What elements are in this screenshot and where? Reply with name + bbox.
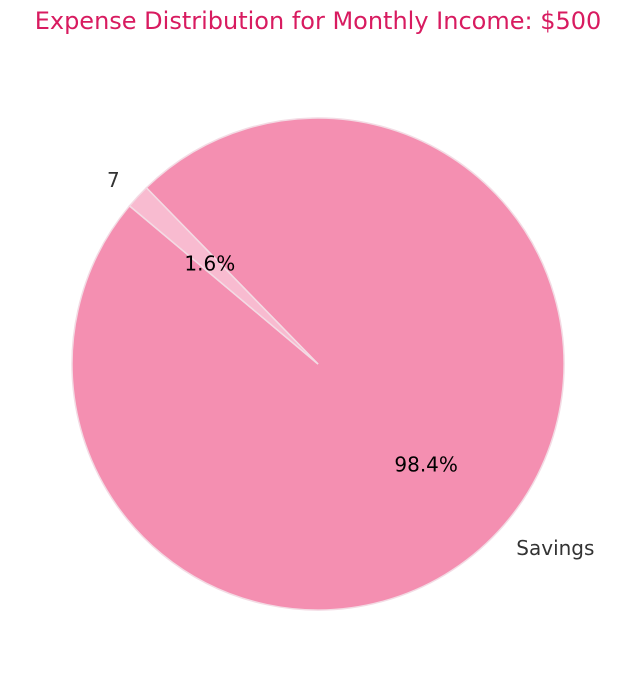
chart-title: Expense Distribution for Monthly Income:…	[35, 7, 602, 35]
slice-percent-label: 1.6%	[184, 252, 235, 276]
pie-slice-7	[128, 186, 319, 365]
slice-percent-label: 98.4%	[394, 452, 458, 476]
pie-labels: Savings 98.4% 7 1.6%	[107, 168, 594, 560]
pie-slices	[71, 117, 565, 611]
slice-category-label: 7	[107, 168, 120, 192]
slice-category-label: Savings	[516, 536, 594, 560]
